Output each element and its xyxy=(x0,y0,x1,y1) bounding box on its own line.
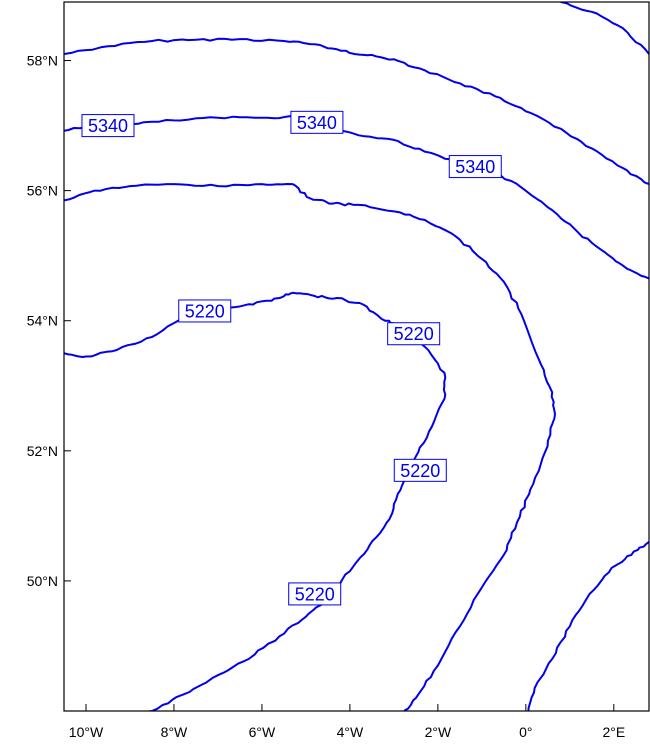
x-tick-label: 8°W xyxy=(161,724,188,740)
contour-label: 5220 xyxy=(178,299,232,323)
contour-line-corner-top-right xyxy=(560,2,649,55)
contour-label: 5220 xyxy=(288,582,342,606)
y-tick-label: 56°N xyxy=(27,183,58,199)
contour-line-corner-bottom-right xyxy=(527,540,649,711)
x-tick-label: 10°W xyxy=(69,724,104,740)
contour-label-text: 5340 xyxy=(455,157,495,177)
contour-label: 5220 xyxy=(393,458,447,482)
contour-label: 5340 xyxy=(448,155,502,179)
contour-label-text: 5340 xyxy=(297,113,337,133)
contour-label-box xyxy=(288,582,342,606)
y-tick-label: 52°N xyxy=(27,443,58,459)
y-tick-label: 58°N xyxy=(27,53,58,69)
contour-label-text: 5340 xyxy=(88,116,128,136)
contour-line-5220-line xyxy=(64,291,447,711)
x-tick-label: 2°E xyxy=(602,724,625,740)
y-tick-label: 54°N xyxy=(27,313,58,329)
x-tick-label: 0° xyxy=(519,724,532,740)
contour-label: 5340 xyxy=(81,114,135,138)
contour-line-upper-outer xyxy=(64,37,649,186)
contour-label-text: 5220 xyxy=(400,461,440,481)
contour-label-box xyxy=(387,322,441,346)
contour-line-middle-line xyxy=(64,183,556,711)
contour-label-box xyxy=(290,110,344,134)
contour-label: 5340 xyxy=(290,110,344,134)
contour-label-box xyxy=(81,114,135,138)
contour-labels-layer: 5340 5340 5340 5220 5220 5220 5220 xyxy=(81,110,502,606)
map-frame xyxy=(63,1,650,712)
contour-label-box xyxy=(393,458,447,482)
contour-label-text: 5220 xyxy=(295,584,335,604)
contour-label-box xyxy=(448,155,502,179)
axis-ticks: 10°W 8°W 6°W 4°W 2°W 0° 2°E 58°N 56°N 54°N 52°N 50°… xyxy=(27,53,625,740)
x-tick-label: 4°W xyxy=(337,724,364,740)
y-tick-label: 50°N xyxy=(27,573,58,589)
contour-label-text: 5220 xyxy=(185,301,225,321)
contour-label: 5220 xyxy=(387,322,441,346)
x-tick-label: 6°W xyxy=(249,724,276,740)
contour-line-5340-line xyxy=(64,115,649,280)
contour-label-text: 5220 xyxy=(394,324,434,344)
x-tick-label: 2°W xyxy=(425,724,452,740)
contour-layer xyxy=(64,2,649,711)
contour-label-box xyxy=(178,299,232,323)
